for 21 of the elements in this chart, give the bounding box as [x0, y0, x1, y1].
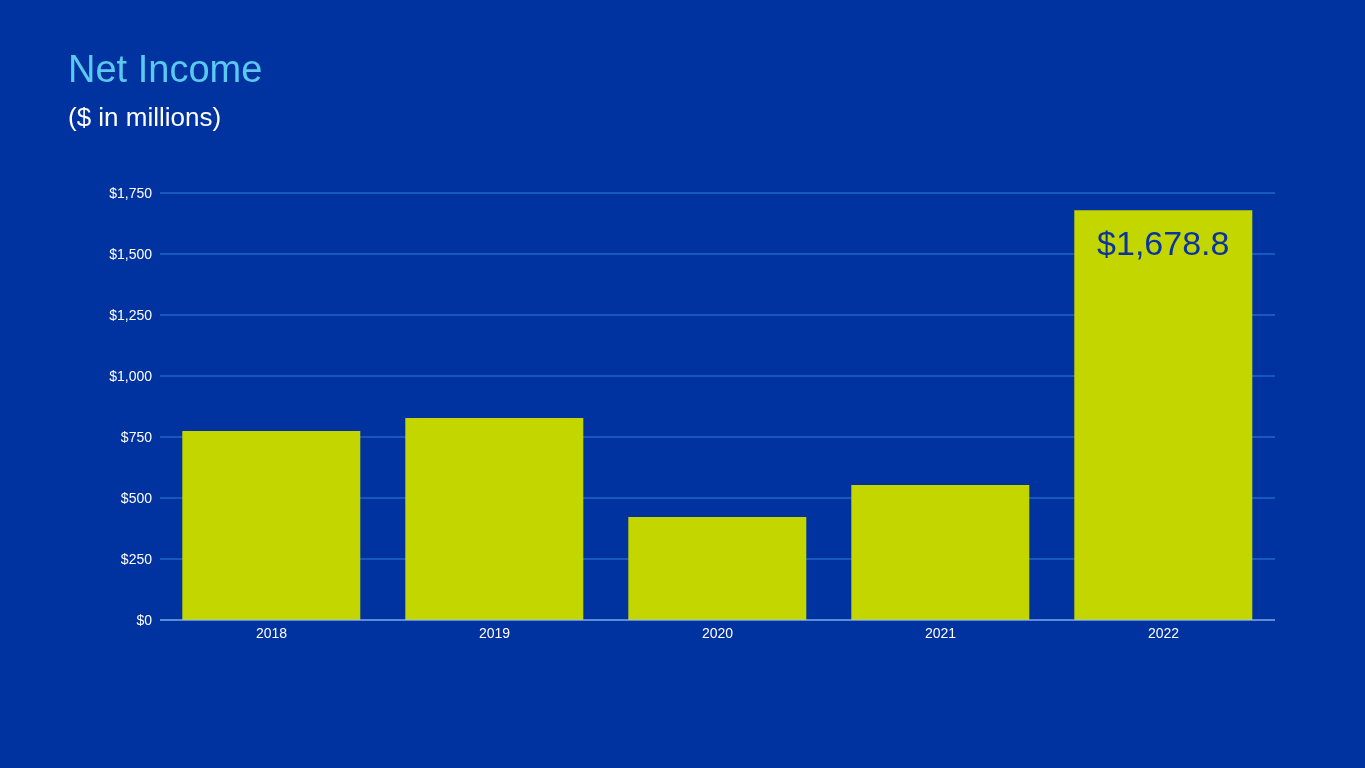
- y-tick-label: $1,250: [109, 306, 153, 323]
- y-tick-label: $0: [136, 611, 153, 628]
- bar: [851, 485, 1030, 620]
- y-tick-label: $1,750: [109, 184, 153, 201]
- bar: [1074, 210, 1253, 620]
- bar: [405, 417, 584, 620]
- chart-subtitle: ($ in millions): [68, 102, 222, 133]
- y-tick-label: $250: [120, 550, 153, 567]
- y-tick-label: $1,000: [109, 367, 153, 384]
- x-tick-label: 2019: [478, 624, 511, 641]
- bar: [182, 430, 361, 620]
- data-label: $1,678.8: [1097, 223, 1230, 262]
- x-tick-label: 2018: [255, 624, 288, 641]
- bar: [628, 517, 807, 620]
- y-tick-label: $500: [120, 489, 153, 506]
- x-tick-label: 2022: [1147, 624, 1180, 641]
- x-tick-label: 2021: [924, 624, 957, 641]
- y-tick-label: $750: [120, 428, 153, 445]
- x-tick-label: 2020: [701, 624, 734, 641]
- y-tick-label: $1,500: [109, 245, 153, 262]
- chart-title: Net Income: [68, 48, 263, 91]
